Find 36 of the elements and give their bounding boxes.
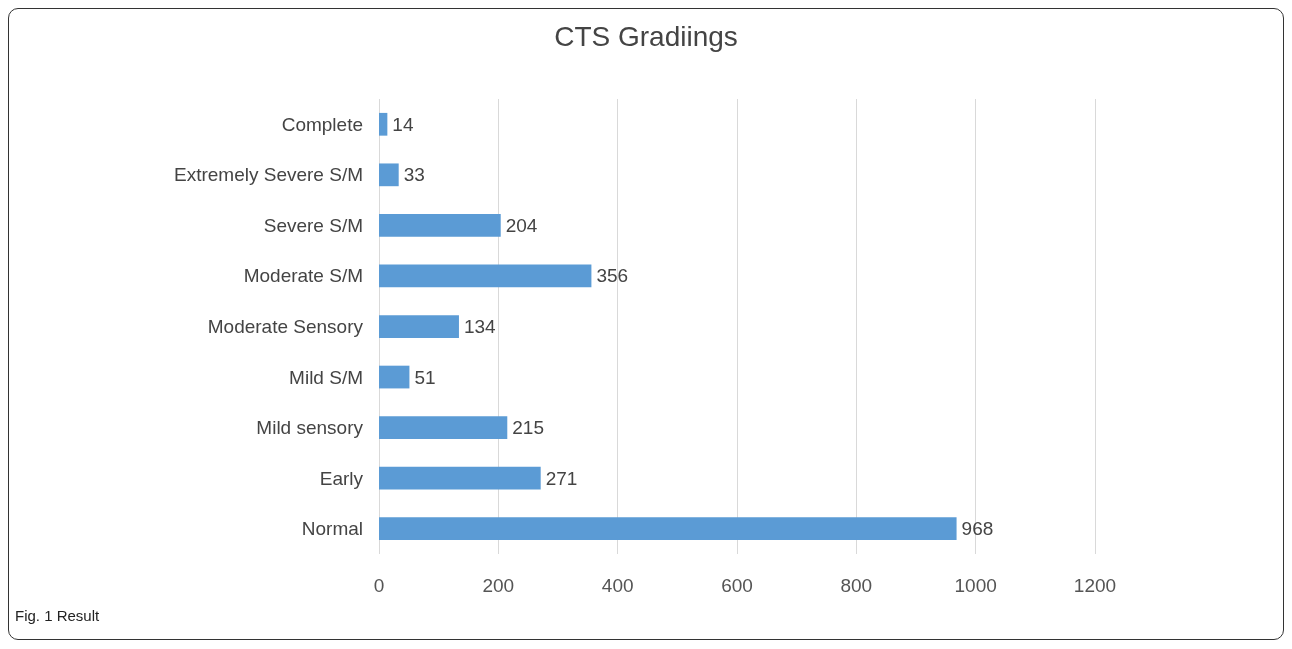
x-tick-label: 1000 (954, 575, 997, 596)
bar (379, 163, 399, 187)
bar (379, 214, 501, 237)
x-tick-label: 200 (482, 575, 515, 596)
y-tick-label: Severe S/M (263, 214, 363, 236)
y-tick-label: Extremely Severe S/M (174, 164, 363, 186)
chart-title: CTS Gradiings (554, 20, 738, 52)
y-tick-label: Normal (301, 518, 363, 540)
y-tick-label: Moderate Sensory (207, 316, 364, 337)
y-tick-label: Complete (281, 113, 363, 135)
bar (379, 416, 508, 439)
bar (379, 264, 592, 288)
data-label: 215 (512, 417, 544, 439)
bar (379, 466, 541, 490)
data-label: 968 (961, 518, 994, 540)
y-tick-label: Mild sensory (256, 417, 364, 439)
caption: Fig. 1 Result (15, 607, 100, 624)
data-label: 271 (545, 467, 578, 489)
bar (379, 315, 459, 338)
data-label: 51 (414, 366, 436, 388)
x-tick-label: 800 (840, 575, 873, 596)
x-tick-label: 1200 (1073, 575, 1117, 596)
data-label: 356 (596, 265, 629, 287)
bar (379, 517, 957, 541)
data-label: 134 (463, 316, 497, 337)
bar (379, 365, 410, 389)
data-label: 33 (403, 164, 425, 186)
y-tick-label: Mild S/M (289, 366, 363, 388)
bar (379, 112, 388, 136)
x-tick-label: 400 (601, 575, 634, 596)
y-tick-label: Moderate S/M (243, 265, 363, 287)
data-label: 14 (392, 113, 414, 135)
data-label: 204 (505, 214, 538, 236)
x-tick-label: 600 (721, 575, 753, 596)
y-tick-label: Early (319, 467, 364, 489)
x-tick-label: 0 (373, 575, 385, 596)
